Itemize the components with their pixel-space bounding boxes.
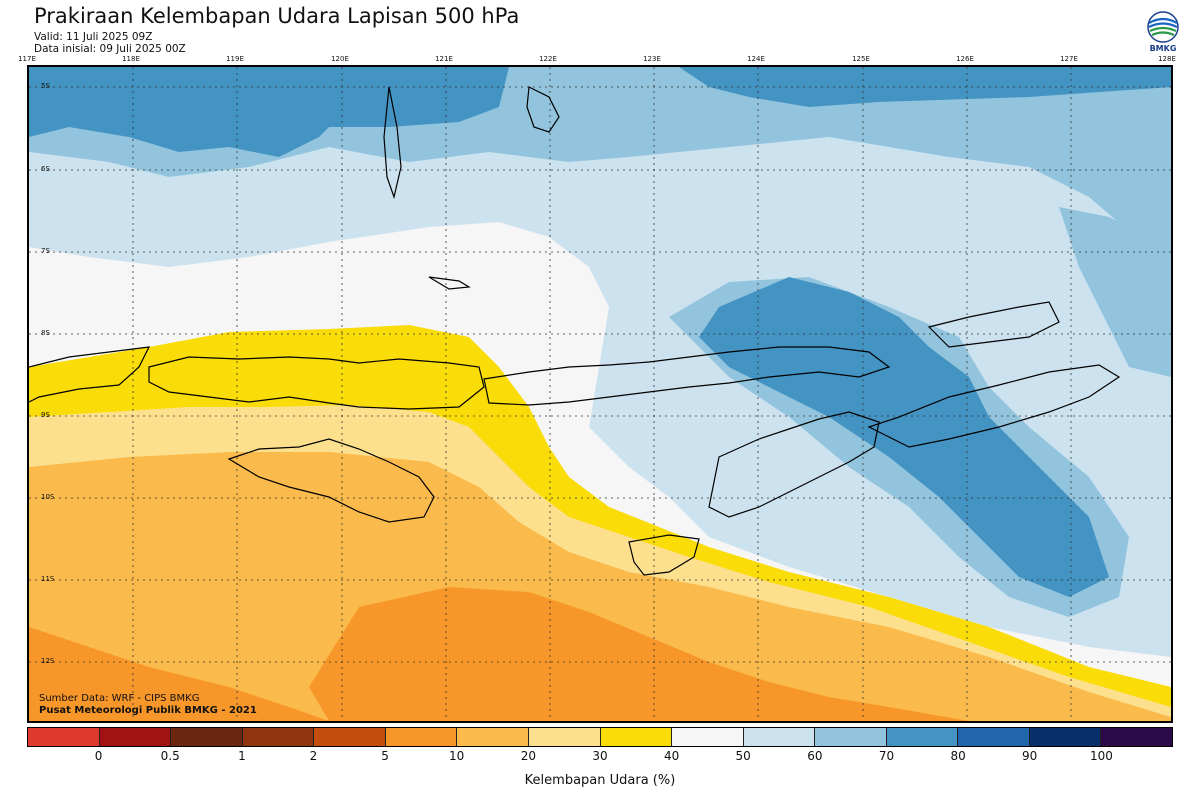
- lon-label: 125E: [852, 55, 870, 63]
- lon-label: 123E: [643, 55, 661, 63]
- colorbar: [27, 727, 1173, 747]
- colorbar-label: 20: [520, 749, 537, 763]
- credit-source: Sumber Data: WRF - CIPS BMKG: [39, 693, 200, 704]
- colorbar-label: 50: [735, 749, 751, 763]
- colorbar-swatch: [385, 728, 458, 746]
- humidity-map[interactable]: 5S 6S 7S 8S 9S 10S 11S 12S Sumber Data: …: [27, 65, 1173, 723]
- lon-label: 124E: [747, 55, 765, 63]
- lat-label: 6S: [41, 165, 50, 173]
- colorbar-label: 0.5: [160, 749, 180, 763]
- colorbar-label: 60: [807, 749, 823, 763]
- longitude-labels: 117E 118E 119E 120E 121E 122E 123E 124E …: [18, 55, 1176, 65]
- lon-label: 120E: [331, 55, 349, 63]
- lat-label: 11S: [41, 575, 55, 583]
- humidity-10-20-region: [29, 452, 1171, 721]
- lat-label: 10S: [41, 493, 55, 501]
- colorbar-swatch: [600, 728, 673, 746]
- colorbar-swatch: [99, 728, 172, 746]
- lon-label: 121E: [435, 55, 453, 63]
- colorbar-label: 40: [663, 749, 680, 763]
- lon-label: 119E: [226, 55, 244, 63]
- colorbar-label: 5: [381, 749, 389, 763]
- colorbar-swatch: [242, 728, 315, 746]
- lon-label: 126E: [956, 55, 974, 63]
- colorbar-label: 100: [1089, 749, 1113, 763]
- colorbar-title: Kelembapan Udara (%): [524, 773, 676, 788]
- colorbar-label: 1: [238, 749, 246, 763]
- lon-label: 117E: [18, 55, 36, 63]
- colorbar-label: 90: [1022, 749, 1038, 763]
- colorbar-swatch: [958, 728, 1030, 746]
- colorbar-swatch: [886, 728, 959, 746]
- lon-label: 128E: [1158, 55, 1176, 63]
- colorbar-label: 2: [309, 749, 318, 763]
- gridlines: [29, 67, 1171, 721]
- colorbar-swatch: [28, 728, 100, 746]
- colorbar-swatch: [457, 728, 529, 746]
- lon-label: 122E: [539, 55, 557, 63]
- humidity-5-10-region: [309, 587, 969, 721]
- colorbar-swatch: [743, 728, 816, 746]
- colorbar-label: 70: [878, 749, 895, 763]
- lon-label: 118E: [122, 55, 140, 63]
- initial-data-time: Data inisial: 09 Juli 2025 00Z: [34, 43, 186, 55]
- map-credits: Sumber Data: WRF - CIPS BMKG Pusat Meteo…: [39, 693, 257, 717]
- logo-text: BMKG: [1149, 44, 1177, 53]
- bmkg-logo-icon: [1147, 11, 1179, 43]
- chart-title: Prakiraan Kelembapan Udara Lapisan 500 h…: [34, 4, 520, 28]
- colorbar-label: 30: [592, 749, 608, 763]
- lat-label: 12S: [41, 657, 55, 665]
- colorbar-labels: 0 0.5 1 2 5 10 20 30 40 50 60 70 80 90 1…: [27, 749, 1173, 765]
- colorbar-swatch: [314, 728, 386, 746]
- colorbar-swatch: [815, 728, 887, 746]
- colorbar-swatch: [171, 728, 243, 746]
- humidity-field: [29, 67, 1171, 721]
- colorbar-swatch: [1101, 728, 1172, 746]
- lat-label: 7S: [41, 247, 50, 255]
- valid-time: Valid: 11 Juli 2025 09Z: [34, 31, 153, 43]
- lat-label: 5S: [41, 82, 50, 90]
- bmkg-logo: BMKG: [1142, 10, 1184, 56]
- colorbar-swatch: [1029, 728, 1102, 746]
- colorbar-swatch: [672, 728, 744, 746]
- colorbar-label: 10: [449, 749, 465, 763]
- colorbar-label: 80: [950, 749, 966, 763]
- lat-label: 8S: [41, 329, 50, 337]
- lon-label: 127E: [1060, 55, 1078, 63]
- colorbar-label: 0: [94, 749, 103, 763]
- colorbar-swatch: [528, 728, 601, 746]
- lat-label: 9S: [41, 411, 50, 419]
- credit-publisher: Pusat Meteorologi Publik BMKG - 2021: [39, 705, 257, 716]
- coastlines: [29, 86, 1121, 576]
